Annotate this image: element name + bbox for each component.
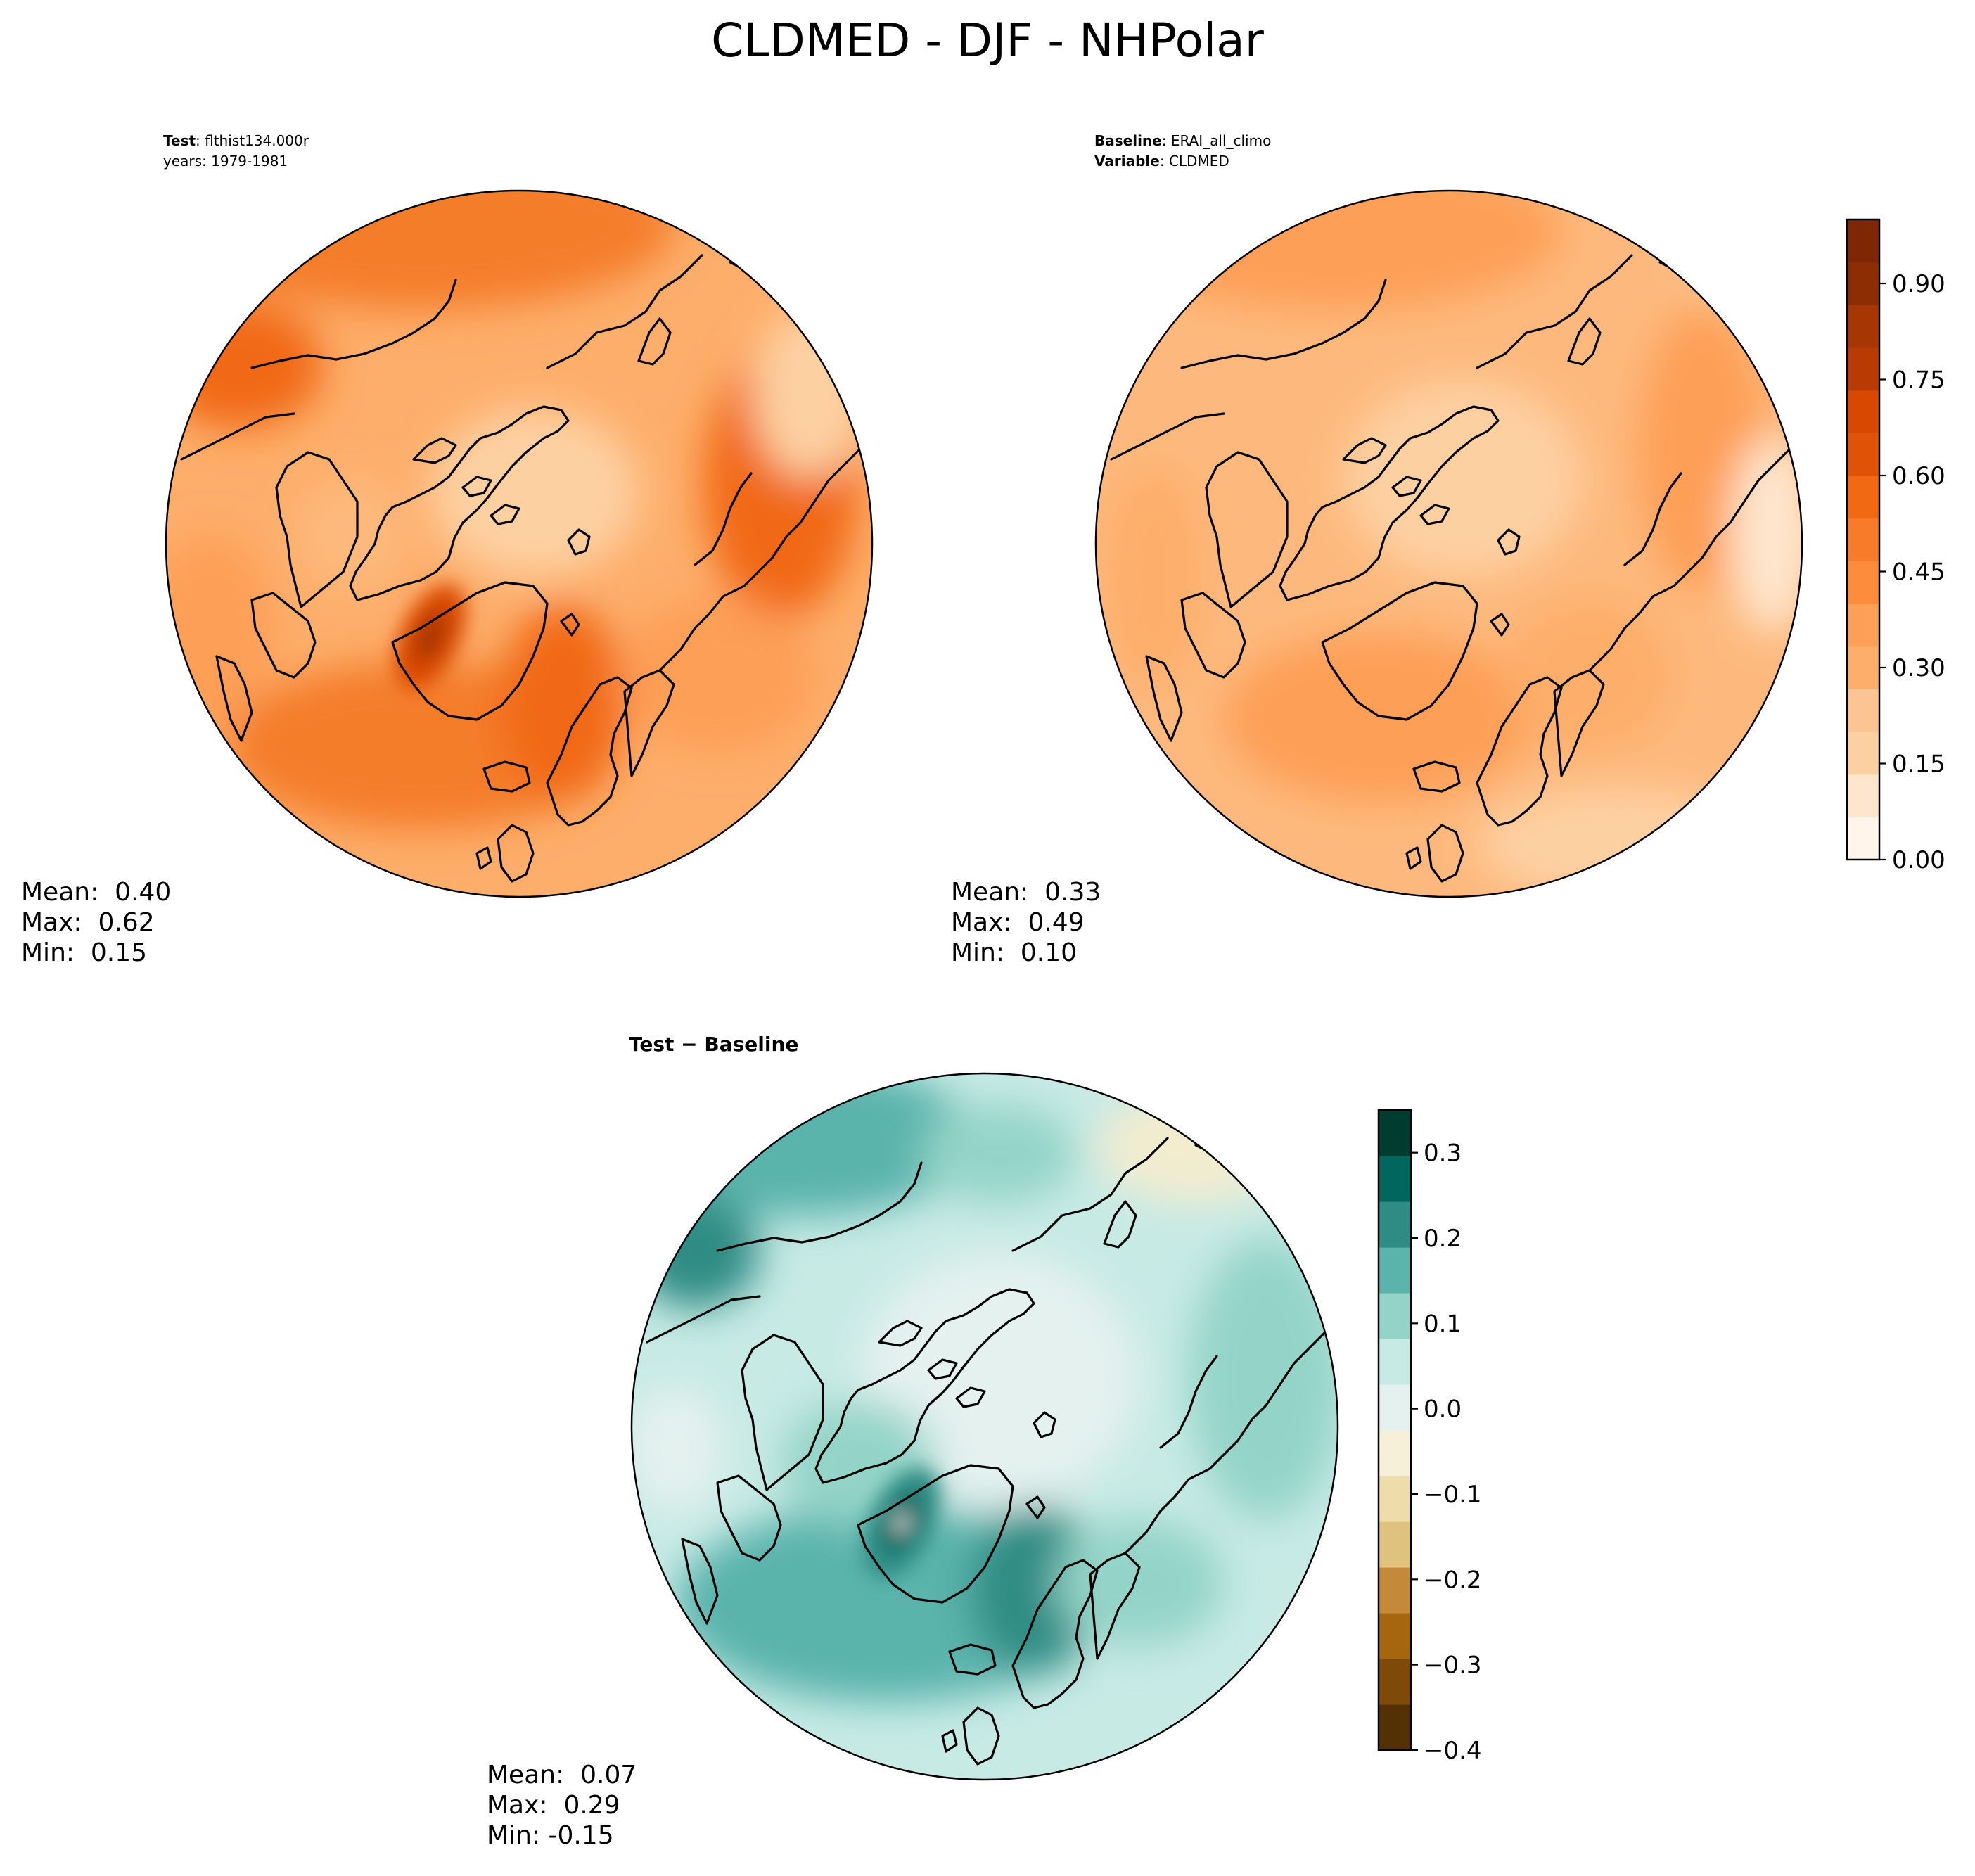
difference-stat-max: Max: 0.29 [487,1791,620,1820]
colorbar-oranges-tick-label-0: 0.00 [1892,846,1945,874]
colorbar-brbg-tick-label-7: 0.3 [1424,1140,1462,1168]
baseline-title-rest: : ERAI_all_climo [1162,132,1272,149]
colorbar-brbg-tick-label-6: 0.2 [1424,1225,1462,1253]
baseline-stat-min: Min: 0.10 [951,938,1077,967]
colorbar-brbg-tick-label-0: −0.4 [1424,1737,1482,1765]
colorbar-brbg-level-12 [1379,1156,1411,1202]
colorbar-oranges-level-0 [1847,817,1879,860]
colorbar-brbg-level-13 [1379,1110,1411,1156]
colorbar-oranges-level-9 [1847,433,1879,476]
difference-map [632,1073,1338,1780]
colorbar-brbg-level-1 [1379,1659,1411,1705]
colorbar-brbg-level-11 [1379,1201,1411,1248]
colorbar-brbg-level-4 [1379,1521,1411,1568]
colorbar-brbg-level-0 [1379,1704,1411,1751]
difference-map-border [630,1072,1339,1781]
colorbar-brbg-tick-label-5: 0.1 [1424,1310,1462,1338]
colorbar-oranges-level-13 [1847,262,1879,305]
test-map-border [165,189,874,898]
test-title-line-1: Test: flthist134.000r [163,132,309,149]
colorbar-brbg-frame [1377,1109,1412,1751]
colorbar-brbg-tick-label-2: −0.2 [1424,1566,1482,1594]
test-stat-min: Min: 0.15 [21,938,147,967]
colorbar-oranges-level-8 [1847,476,1879,519]
test-map [166,191,872,897]
test-years: years: 1979-1981 [163,153,288,170]
baseline-panel: Baseline: ERAI_all_climo Variable: CLDME… [951,132,1945,967]
colorbar-brbg-tick-label-3: −0.1 [1424,1481,1482,1509]
colorbar-oranges-level-7 [1847,518,1879,561]
colorbar-oranges: 0.00 0.15 0.30 0.45 0.60 0.75 0.90 [1846,218,1945,874]
colorbar-oranges-tick-label-2: 0.30 [1892,654,1945,682]
colorbar-oranges-level-4 [1847,646,1879,689]
baseline-variable-rest: : CLDMED [1160,153,1229,170]
colorbar-oranges-level-11 [1847,347,1879,391]
colorbar-oranges-tick-label-1: 0.15 [1892,751,1945,779]
colorbar-brbg-level-8 [1379,1339,1411,1385]
colorbar-oranges-level-5 [1847,604,1879,647]
colorbar-brbg-tick-label-1: −0.3 [1424,1652,1482,1680]
difference-stat-min: Min: -0.15 [487,1821,614,1850]
baseline-map [1096,191,1802,897]
colorbar-brbg-level-9 [1379,1293,1411,1339]
colorbar-oranges-level-1 [1847,774,1879,817]
baseline-title-bold: Baseline [1094,132,1162,149]
colorbar-brbg-level-7 [1379,1384,1411,1431]
colorbar-brbg-level-10 [1379,1247,1411,1294]
colorbar-oranges-level-10 [1847,390,1879,433]
colorbar-oranges-level-12 [1847,305,1879,348]
difference-panel: Test − Baseline [487,1033,1482,1850]
test-title-bold: Test [163,132,196,149]
test-title-line-2: years: 1979-1981 [163,153,288,170]
baseline-variable-bold: Variable [1094,153,1160,170]
colorbar-oranges-level-3 [1847,689,1879,732]
difference-stat-mean: Mean: 0.07 [487,1761,637,1789]
baseline-stat-mean: Mean: 0.33 [951,878,1101,907]
test-panel: Test: flthist134.000r years: 1979-1981 [21,132,874,967]
test-stat-mean: Mean: 0.40 [21,878,171,907]
colorbar-brbg-level-6 [1379,1430,1411,1476]
colorbar-oranges-tick-label-3: 0.45 [1892,559,1945,587]
figure-title: CLDMED - DJF - NHPolar [711,13,1265,68]
colorbar-oranges-level-14 [1847,219,1879,263]
colorbar-oranges-tick-label-6: 0.90 [1892,270,1945,298]
baseline-title-line-2: Variable: CLDMED [1094,153,1229,170]
baseline-title-line-1: Baseline: ERAI_all_climo [1094,132,1271,149]
colorbar-oranges-tick-label-4: 0.60 [1892,462,1945,490]
colorbar-brbg-level-2 [1379,1613,1411,1659]
colorbar-oranges-level-2 [1847,732,1879,775]
colorbar-brbg: −0.4 −0.3 −0.2 −0.1 0.0 0.1 0.2 0.3 [1377,1109,1482,1765]
colorbar-brbg-level-3 [1379,1567,1411,1614]
baseline-stat-max: Max: 0.49 [951,908,1085,937]
colorbar-brbg-tick-label-4: 0.0 [1424,1396,1462,1424]
colorbar-oranges-tick-label-5: 0.75 [1892,366,1945,395]
colorbar-brbg-level-5 [1379,1476,1411,1522]
test-title-rest: : flthist134.000r [196,132,309,149]
test-stat-max: Max: 0.62 [21,908,155,937]
colorbar-oranges-level-6 [1847,561,1879,604]
difference-title: Test − Baseline [629,1033,798,1056]
baseline-map-border [1094,189,1803,898]
colorbar-oranges-frame [1846,218,1881,861]
